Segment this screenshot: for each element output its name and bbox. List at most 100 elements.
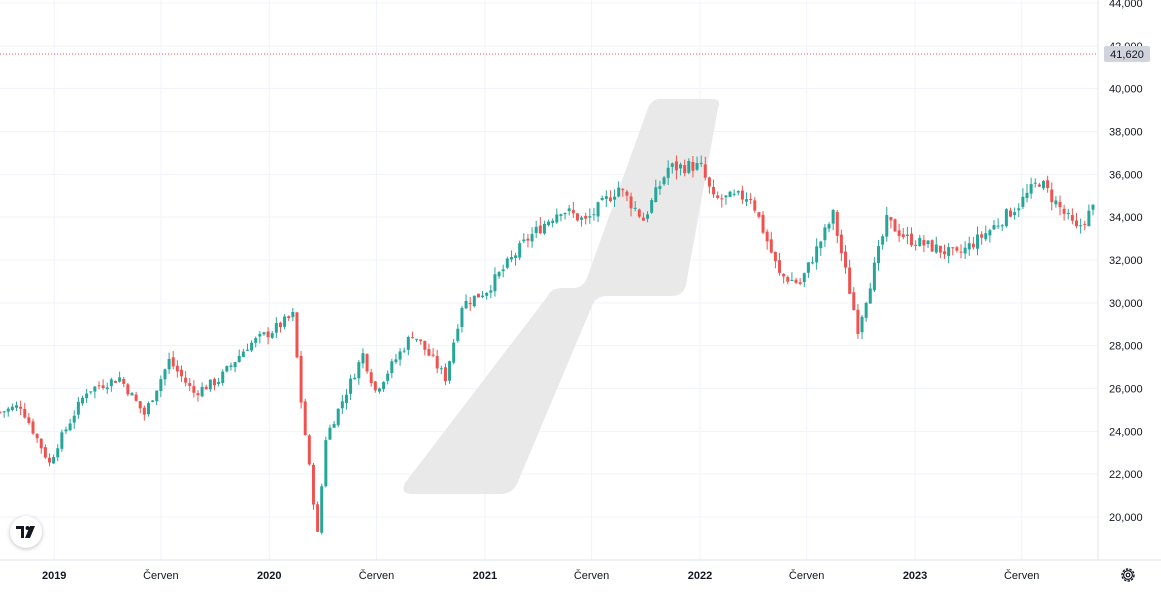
grid-lines [0,0,1098,560]
candle-up [802,273,806,283]
candle-down [196,393,200,396]
candle-up [864,302,868,318]
candle-up [1066,212,1070,214]
candle-down [39,438,43,449]
candle-up [567,208,571,212]
candle-down [0,411,2,413]
candle-up [1004,209,1008,227]
candle-down [476,293,480,298]
candle-down [637,209,641,217]
candle-down [431,354,435,356]
candle-down [914,244,918,246]
candle-up [509,256,513,260]
candle-up [382,381,386,390]
candle-up [555,214,559,223]
candle-up [934,244,938,253]
candle-up [551,220,555,224]
candle-up [130,393,134,396]
candle-up [687,161,691,173]
candle-down [798,282,802,284]
candle-up [489,290,493,293]
candle-up [167,358,171,370]
x-tick-label: 2020 [257,570,281,582]
candle-down [443,367,447,382]
x-tick-label: 2022 [688,570,712,582]
candle-up [460,307,464,328]
candle-down [930,240,934,252]
candle-up [464,300,468,309]
candle-up [225,366,229,372]
candle-down [893,219,897,232]
candle-up [237,355,241,362]
candle-down [971,243,975,248]
candle-up [1029,184,1033,194]
candle-up [790,279,794,281]
candle-down [97,385,101,387]
candle-up [68,423,72,431]
candle-down [526,238,530,241]
candle-up [732,193,736,195]
current-price-value: 41,620 [1110,49,1144,61]
candle-down [835,212,839,236]
candle-down [943,251,947,255]
candle-down [621,189,625,191]
candle-down [427,349,431,356]
candle-up [658,186,662,189]
candle-up [328,427,332,440]
candle-down [1046,180,1050,189]
candle-up [666,167,670,178]
candle-up [221,371,225,384]
y-tick-label: 34,000 [1109,212,1143,224]
candle-up [415,338,419,340]
candle-up [996,225,1000,227]
candle-down [175,365,179,372]
candle-down [571,209,575,214]
candle-down [749,199,753,201]
y-tick-label: 28,000 [1109,341,1143,353]
candle-up [146,403,150,415]
candle-down [171,357,175,367]
candle-down [753,200,757,211]
candle-up [291,311,295,318]
candle-up [522,239,526,242]
candle-down [889,217,893,221]
time-axis[interactable]: 2019 Červen 2020 Červen 2021 Červen 2022 Červen… [0,559,1161,582]
candle-down [757,212,761,217]
candle-down [786,277,790,282]
candle-up [340,401,344,409]
candle-up [456,328,460,341]
gear-icon[interactable] [1119,566,1137,584]
candle-up [155,390,159,402]
candle-up [1021,196,1025,207]
x-tick-label: Červen [574,569,609,582]
price-axis[interactable]: 20,000 22,000 24,000 26,000 28,000 30,000 32,0… [1097,0,1143,560]
x-tick-label: 2019 [42,570,66,582]
x-tick-label: Červen [143,569,178,582]
candle-up [1013,212,1017,216]
candle-down [138,401,142,409]
candle-down [584,215,588,219]
candle-up [699,162,703,164]
candle-down [278,322,282,328]
tradingview-logo-icon[interactable] [10,516,42,548]
candle-down [712,186,716,195]
candle-up [905,234,909,237]
candle-down [307,435,311,465]
candle-up [547,221,551,226]
candle-up [159,379,163,391]
candle-up [505,258,509,268]
candle-up [827,224,831,229]
candle-down [901,234,905,238]
candle-up [963,247,967,254]
candle-up [976,234,980,249]
candle-down [365,354,369,372]
candle-down [410,337,414,339]
candle-down [740,190,744,200]
candle-down [716,195,720,198]
candle-up [514,255,518,259]
candle-up [534,226,538,233]
candle-up [501,269,505,272]
candle-up [662,177,666,185]
